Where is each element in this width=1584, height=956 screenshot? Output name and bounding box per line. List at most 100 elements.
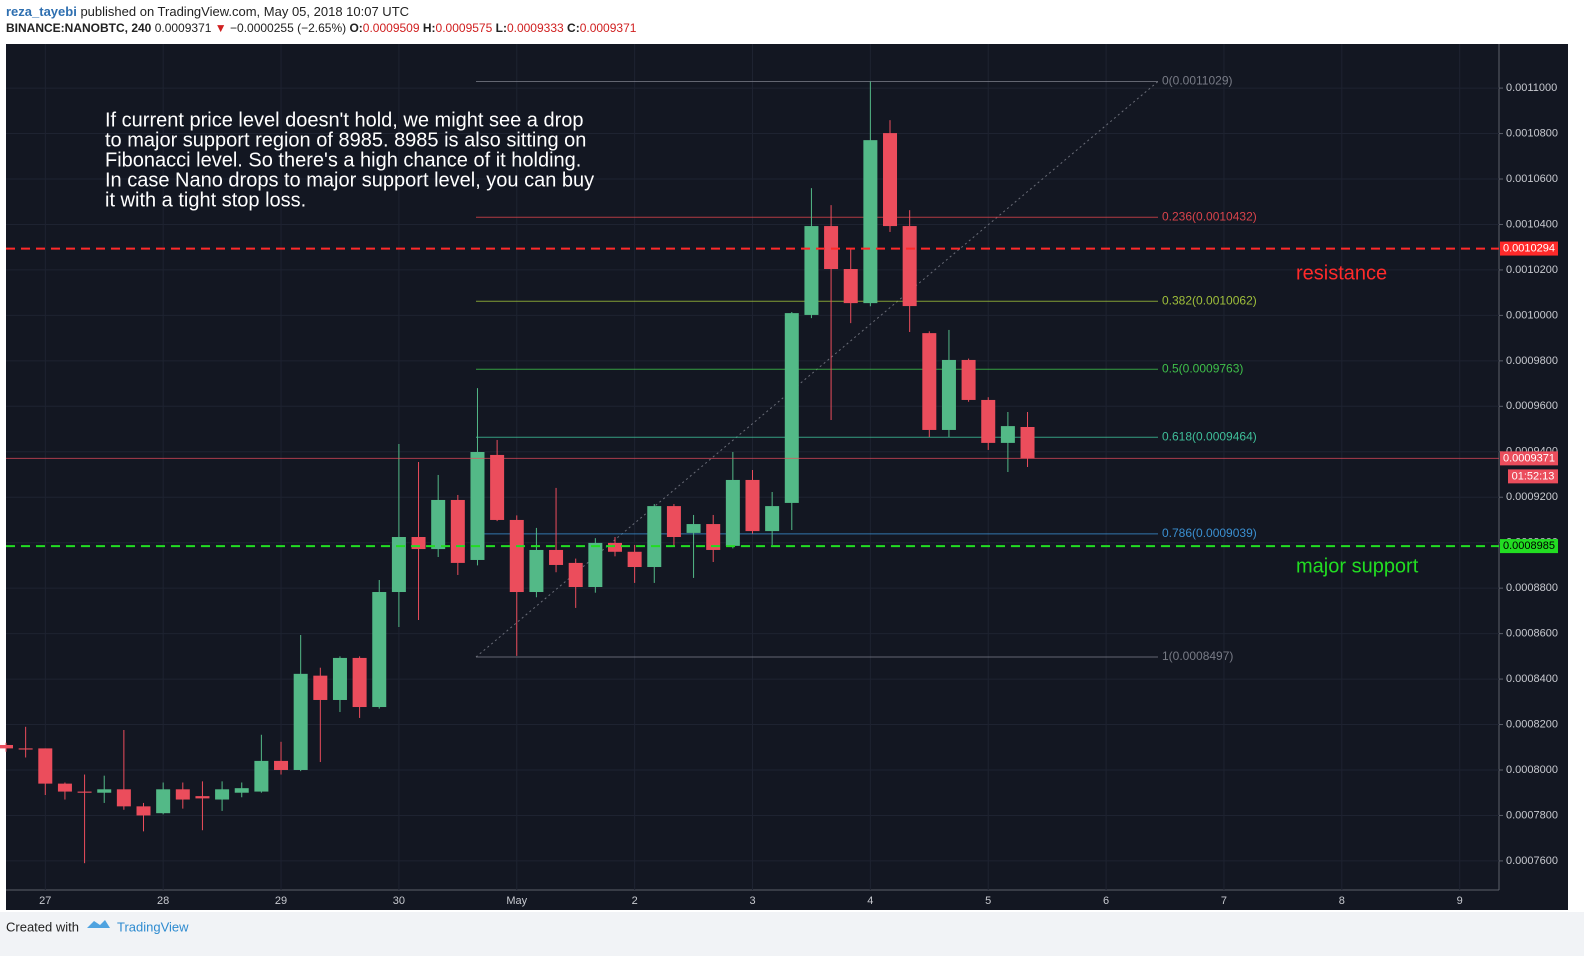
candle-body (784, 313, 799, 503)
y-tick-label: 0.0008200 (1506, 718, 1558, 730)
annotation-line: In case Nano drops to major support leve… (105, 169, 594, 191)
x-tick-label: 7 (1221, 895, 1227, 907)
candle-body (549, 549, 564, 565)
header-line-1: reza_tayebi published on TradingView.com… (6, 4, 409, 19)
candle-body (470, 451, 485, 560)
price-tag-label: 0.0010294 (1503, 242, 1555, 254)
y-tick-label: 0.0009800 (1506, 355, 1558, 367)
candle-body (1020, 426, 1035, 459)
ohlc-key: C: (567, 21, 580, 35)
candle-body (588, 542, 603, 588)
candle-body (941, 359, 956, 430)
y-tick-label: 0.0008600 (1506, 628, 1558, 640)
ohlc-key: H: (422, 21, 436, 35)
candle-body (431, 499, 446, 550)
candle-body (175, 789, 190, 800)
x-tick-label: 27 (39, 895, 51, 907)
candle-body (490, 454, 505, 520)
candle-body (706, 524, 721, 550)
x-tick-label: 30 (393, 895, 405, 907)
candle-body (627, 551, 642, 568)
price-tag (1500, 539, 1558, 554)
symbol: BINANCE:NANOBTC, 240 (6, 21, 152, 35)
candle-body (18, 748, 33, 750)
candle-body (391, 537, 406, 593)
candle-body (195, 796, 210, 799)
candle-body (607, 542, 622, 552)
candle-body (981, 399, 996, 443)
ohlc-value: 0.0009333 (506, 21, 564, 35)
ohlc-value: 0.0009371 (579, 21, 637, 35)
y-tick-label: 0.0009600 (1506, 400, 1558, 412)
candle-body (254, 760, 269, 792)
level-annotation: major support (1296, 555, 1419, 577)
x-tick-label: 28 (157, 895, 169, 907)
candle-body (804, 226, 819, 315)
candle-body (97, 789, 112, 793)
candle-body (274, 760, 289, 770)
ohlc: O:0.0009509 H:0.0009575 L:0.0009333 C:0.… (349, 21, 639, 35)
candle-body (352, 657, 367, 708)
x-tick-label: 5 (985, 895, 991, 907)
candle-body (529, 549, 544, 593)
ohlc-key: L: (495, 21, 507, 35)
y-tick-label: 0.0010600 (1506, 173, 1558, 185)
candle-body (765, 506, 780, 532)
candle-body (725, 479, 740, 546)
fib-label: 1(0.0008497) (1162, 649, 1233, 663)
candle-body (38, 748, 53, 784)
candle-body (57, 783, 72, 792)
footer-bg (0, 912, 1584, 956)
y-tick-label: 0.0010800 (1506, 127, 1558, 139)
candle-body (647, 506, 662, 568)
candle-body (234, 788, 249, 793)
x-tick-label: 9 (1457, 895, 1463, 907)
candle-body (215, 789, 230, 800)
footer-brand[interactable]: TradingView (117, 919, 189, 934)
author[interactable]: reza_tayebi (6, 4, 77, 19)
annotation-line: to major support region of 8985. 8985 is… (105, 129, 586, 151)
candle-body (922, 333, 937, 430)
x-tick-label: 3 (749, 895, 755, 907)
x-tick-label: 6 (1103, 895, 1109, 907)
x-tick-label: 8 (1339, 895, 1345, 907)
candle-body (902, 226, 917, 307)
y-tick-label: 0.0008400 (1506, 673, 1558, 685)
price-tag (1500, 451, 1558, 466)
candle-body (843, 269, 858, 304)
fib-label: 0.236(0.0010432) (1162, 209, 1257, 223)
y-tick-label: 0.0008800 (1506, 582, 1558, 594)
candle-body (509, 519, 524, 593)
y-tick-label: 0.0007600 (1506, 855, 1558, 867)
candle-body (313, 675, 328, 700)
candle-body (1000, 426, 1015, 443)
annotation-line: If current price level doesn't hold, we … (105, 109, 584, 131)
x-tick-label: 2 (632, 895, 638, 907)
x-tick-label: 4 (867, 895, 873, 907)
fib-label: 0.5(0.0009763) (1162, 361, 1243, 375)
candle-body (745, 479, 760, 532)
y-tick-label: 0.0010000 (1506, 309, 1558, 321)
ohlc-key: O: (349, 21, 363, 35)
candle-body (824, 226, 839, 270)
arrow: ▼ (214, 21, 227, 35)
candle-body (372, 592, 387, 708)
y-tick-label: 0.0009200 (1506, 491, 1558, 503)
x-tick-label: May (506, 895, 527, 907)
candle-body (863, 140, 878, 304)
fib-label: 0(0.0011029) (1162, 74, 1233, 88)
candle-body (156, 789, 171, 814)
candle-body (883, 133, 898, 227)
candle-body (686, 524, 701, 533)
candle-body (961, 359, 976, 400)
fib-label: 0.618(0.0009464) (1162, 429, 1257, 443)
candle-body (332, 657, 347, 700)
annotation-line: Fibonacci level. So there's a high chanc… (105, 149, 581, 171)
candle-body (136, 806, 151, 816)
candle-body (411, 537, 426, 550)
x-tick-label: 29 (275, 895, 287, 907)
y-tick-label: 0.0010200 (1506, 264, 1558, 276)
fib-label: 0.786(0.0009039) (1162, 526, 1257, 540)
header-line-2: BINANCE:NANOBTC, 240 0.0009371 ▼ −0.0000… (6, 21, 640, 35)
